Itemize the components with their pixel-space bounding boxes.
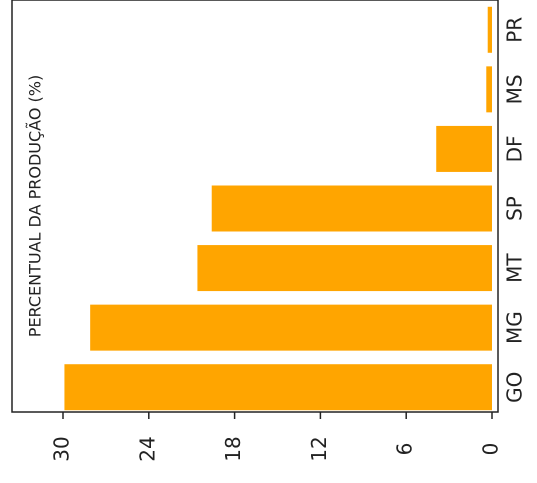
value-tick-label: 12 <box>307 436 331 461</box>
value-tick-label: 0 <box>479 443 503 456</box>
category-label: MS <box>503 74 527 104</box>
bar <box>436 125 492 172</box>
value-tick-label: 30 <box>50 436 74 461</box>
bar <box>487 6 492 53</box>
bar <box>90 304 493 351</box>
bar <box>211 185 492 232</box>
value-tick-label: 6 <box>393 443 417 456</box>
bar <box>197 245 493 292</box>
value-tick-label: 24 <box>135 436 159 461</box>
value-tick-label: 18 <box>221 436 245 461</box>
category-label: PR <box>503 17 527 43</box>
axis-title: PERCENTUAL DA PRODUÇÃO (%) <box>26 75 45 337</box>
bar <box>486 66 492 113</box>
bar <box>64 364 493 411</box>
category-label: MT <box>503 253 527 283</box>
category-label: DF <box>503 135 527 162</box>
category-label: MG <box>503 311 527 344</box>
category-label: GO <box>503 372 527 403</box>
category-label: SP <box>503 196 527 221</box>
